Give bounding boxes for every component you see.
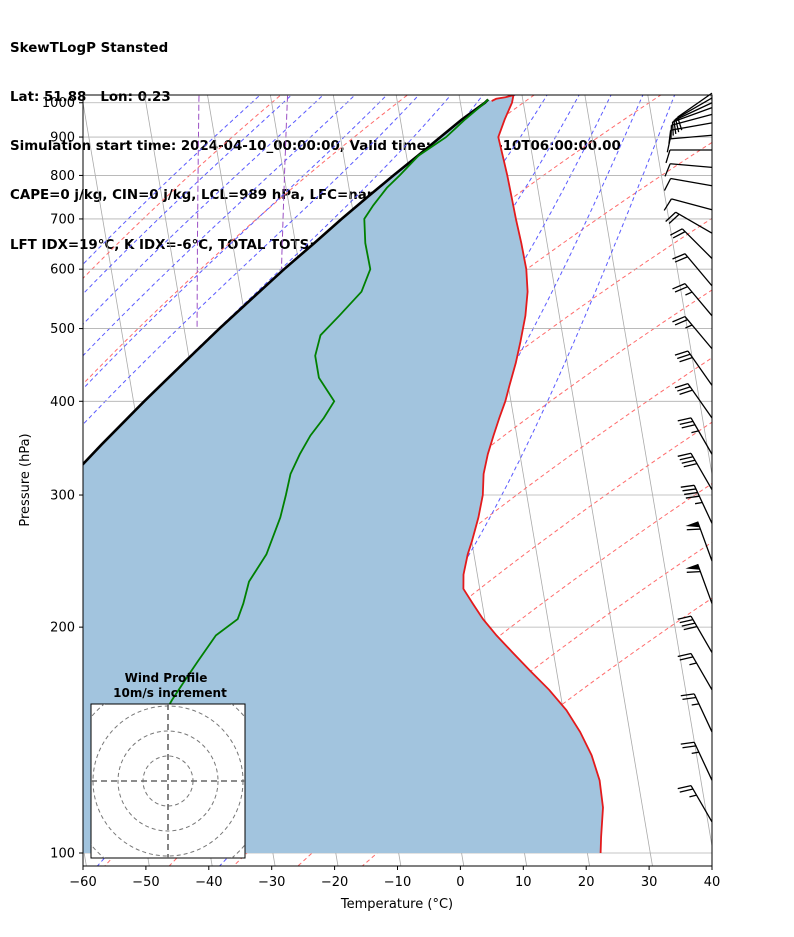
time-line: Simulation start time: 2024-04-10_00:00:…: [10, 139, 621, 155]
wind-barbs: [663, 92, 713, 823]
profiles: [83, 95, 604, 854]
x-tick-label: −40: [195, 875, 222, 890]
y-tick-label: 300: [50, 489, 75, 504]
wind-barb: [674, 350, 713, 386]
moist-adiabat-line: [83, 95, 261, 266]
dry-adiabat-line: [83, 95, 409, 385]
x-tick-label: −20: [321, 875, 348, 890]
wind-barb: [672, 315, 713, 350]
wind-barb: [663, 198, 713, 211]
wind-barb: [685, 521, 713, 562]
moist-adiabat-line: [218, 95, 676, 866]
temperature-line: [462, 95, 604, 854]
hodograph-ring: [117, 730, 219, 832]
parcel-profile-line: [83, 98, 490, 467]
x-tick-label: 0: [456, 875, 464, 890]
wind-barb: [677, 652, 713, 691]
isotherm-line: [584, 95, 712, 849]
dewpoint-line: [120, 98, 489, 854]
wind-barb: [677, 615, 713, 653]
y-tick-label: 500: [50, 322, 75, 337]
y-tick-label: 100: [50, 847, 75, 862]
isotherm-line: [647, 95, 712, 477]
wind-barb: [672, 253, 713, 287]
x-axis-ticks: −60 −50 −40 −30 −20 −10 0 10 20 30 40: [69, 866, 720, 890]
inset-title: Wind Profile: [125, 671, 208, 685]
mixing-ratio-line: [196, 95, 200, 329]
moist-adiabat-line: [83, 95, 293, 295]
moist-adiabat-line: [83, 95, 324, 325]
isotherm-line: [83, 843, 87, 866]
wind-barb: [677, 417, 713, 455]
moist-adiabat-line: [83, 95, 548, 619]
x-tick-label: 30: [641, 875, 658, 890]
wind-barb: [666, 134, 713, 153]
wind-barb: [665, 211, 713, 234]
wind-barb: [674, 382, 713, 419]
y-axis-ticks: 100 200 300 400 500 600 700 800 900 1000: [42, 96, 83, 862]
y-tick-label: 1000: [42, 96, 75, 111]
wind-barb: [677, 452, 713, 490]
wind-barb: [677, 784, 713, 823]
wind-barb: [672, 283, 713, 317]
y-tick-label: 200: [50, 621, 75, 636]
wind-barb: [676, 92, 713, 131]
inset-subtitle: 10m/s increment: [113, 686, 227, 700]
x-axis-label: Temperature (°C): [340, 897, 453, 912]
x-tick-label: −10: [384, 875, 411, 890]
wind-barb: [664, 163, 713, 177]
moist-adiabat-line: [83, 95, 452, 465]
chart-title: SkewTLogP Stansted: [10, 40, 169, 56]
dry-adiabat-line: [297, 541, 712, 866]
y-axis-label: Pressure (hPa): [18, 433, 33, 526]
x-tick-label: −60: [69, 875, 96, 890]
isotherm-line: [521, 95, 653, 866]
wind-profile-inset: Wind Profile 10m/s increment: [90, 671, 246, 859]
wind-barb: [685, 563, 713, 604]
wind-barb: [665, 149, 712, 164]
mixing-ratio-line: [279, 95, 289, 329]
y-tick-label: 400: [50, 395, 75, 410]
wind-barb: [680, 693, 713, 733]
moist-adiabat-line: [83, 95, 356, 357]
x-tick-label: 20: [578, 875, 595, 890]
location-line: Lat: 51.88 Lon: 0.23: [10, 90, 171, 106]
y-tick-label: 600: [50, 263, 75, 278]
cin-shaded-area: [83, 95, 603, 853]
wind-barb: [670, 113, 713, 139]
wind-barb: [663, 177, 713, 191]
y-tick-label: 800: [50, 169, 75, 184]
y-tick-label: 900: [50, 131, 75, 146]
x-tick-label: 40: [704, 875, 721, 890]
wind-barb: [680, 741, 713, 781]
isotherm-line: [710, 95, 712, 106]
wind-barb: [669, 228, 713, 259]
moist-adiabat-line: [83, 95, 420, 426]
x-tick-label: −30: [258, 875, 285, 890]
moist-adiabat-line: [96, 95, 644, 866]
x-tick-label: −50: [132, 875, 159, 890]
x-tick-label: 10: [515, 875, 532, 890]
y-tick-label: 700: [50, 212, 75, 227]
wind-barb: [680, 484, 713, 524]
wind-barb: [673, 102, 713, 135]
